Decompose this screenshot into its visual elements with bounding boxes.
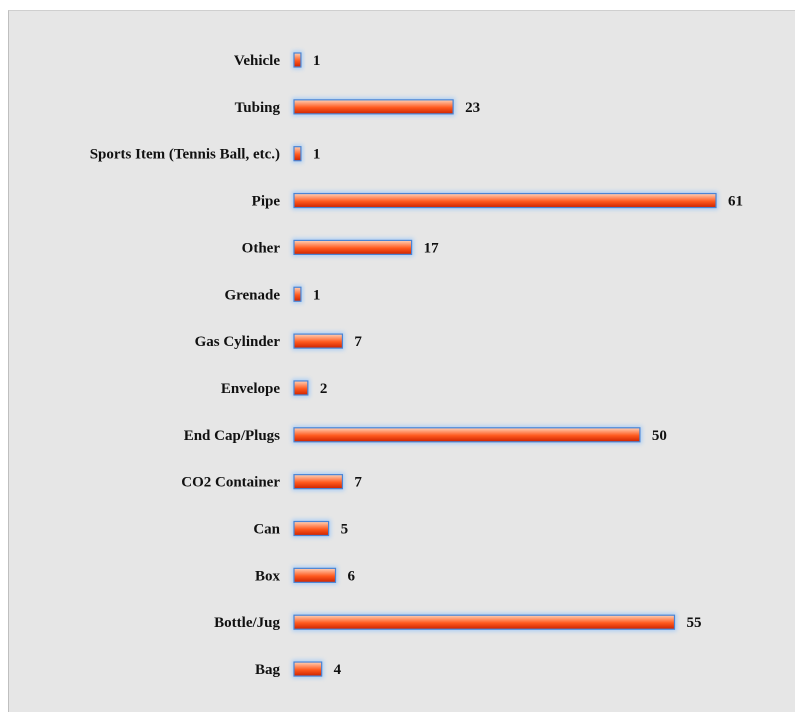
category-label-end-cap-plugs: End Cap/Plugs [184,428,280,444]
category-label-box: Box [255,568,281,584]
value-label-co2-container: 7 [354,475,362,491]
bar-other [293,239,413,255]
value-label-bag: 4 [334,662,342,678]
value-label-other: 17 [424,240,440,256]
category-label-grenade: Grenade [224,287,280,303]
category-label-envelope: Envelope [221,381,281,397]
bar-bag [293,661,323,677]
category-label-vehicle: Vehicle [234,53,280,69]
category-label-bottle-jug: Bottle/Jug [214,615,280,631]
value-label-pipe: 61 [728,194,743,210]
bar-tubing [293,99,454,115]
bar-can [293,520,330,537]
category-label-gas-cylinder: Gas Cylinder [195,334,281,350]
bar-box [293,567,337,583]
value-label-bottle-jug: 55 [686,615,701,631]
category-labels: Vehicle Tubing Sports Item (Tennis Ball, e… [90,53,281,678]
value-label-gas-cylinder: 7 [354,334,362,350]
category-label-can: Can [253,522,280,538]
bar-pipe [293,192,717,209]
bar-co2-container [293,474,344,490]
category-label-tubing: Tubing [235,100,281,116]
value-label-vehicle: 1 [313,53,321,69]
bar-grenade [293,286,302,302]
category-label-co2-container: CO2 Container [181,475,280,491]
category-label-pipe: Pipe [252,194,281,210]
bar-vehicle [293,52,302,68]
category-label-other: Other [242,240,281,256]
category-label-bag: Bag [255,662,281,678]
category-label-sports-item-tennis-ball-etc: Sports Item (Tennis Ball, etc.) [90,147,280,163]
value-label-grenade: 1 [313,287,321,303]
chart-panel [8,10,795,712]
bar-end-cap-plugs [293,427,641,443]
value-label-tubing: 23 [465,100,480,116]
bar-bottle-jug [293,614,676,630]
value-label-can: 5 [341,522,349,538]
bar-envelope [293,380,309,396]
value-label-box: 6 [348,568,356,584]
value-label-end-cap-plugs: 50 [652,428,667,444]
bar-sports-item-tennis-ball-etc [293,146,302,162]
value-label-sports-item-tennis-ball-etc: 1 [313,147,321,163]
bars-layer [292,51,718,679]
bar-gas-cylinder [293,333,344,349]
value-label-envelope: 2 [320,381,328,397]
